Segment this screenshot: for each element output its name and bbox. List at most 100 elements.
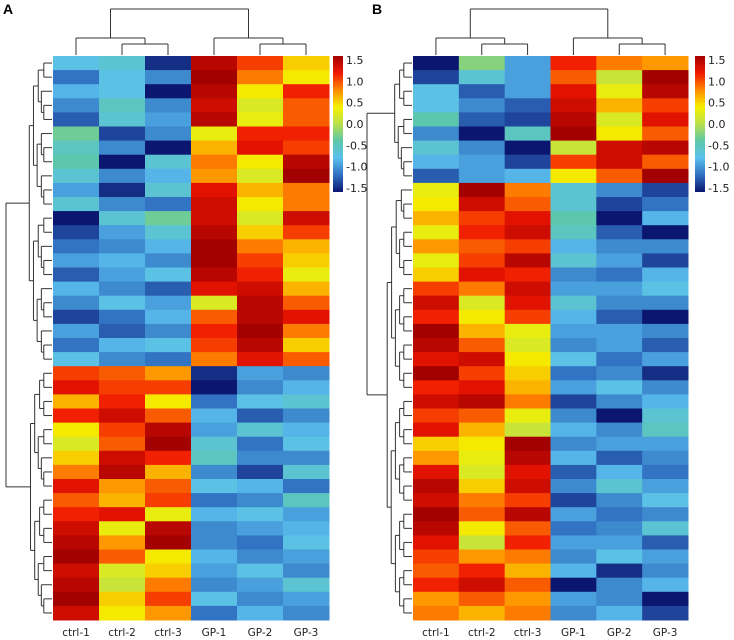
heatmap-cell	[53, 225, 100, 240]
heatmap-cell	[237, 84, 284, 99]
heatmap-cell	[283, 309, 330, 325]
heatmap-cell	[283, 549, 330, 565]
heatmap-cell	[283, 211, 330, 226]
heatmap-cell	[413, 267, 460, 283]
heatmap-cell	[596, 464, 643, 480]
heatmap-cell	[596, 56, 643, 71]
heatmap-cell	[99, 464, 146, 480]
heatmap-cell	[237, 380, 284, 395]
heatmap-cell	[550, 591, 597, 607]
heatmap-cell	[413, 535, 460, 550]
heatmap-cell	[504, 352, 551, 367]
heatmap-cell	[99, 605, 146, 621]
heatmap-cell	[145, 295, 192, 311]
heatmap-cell	[53, 436, 100, 452]
heatmap-cell	[504, 267, 551, 283]
heatmap-cell	[458, 479, 506, 494]
heatmap-cell	[237, 126, 284, 142]
heatmap-cell	[99, 408, 146, 424]
heatmap-cell	[413, 521, 460, 536]
heatmap-cell	[53, 211, 100, 226]
heatmap-cell	[53, 408, 100, 424]
heatmap-cell	[504, 126, 551, 142]
heatmap-cell	[642, 507, 689, 522]
heatmap-cell	[191, 394, 238, 409]
heatmap-cell	[596, 126, 643, 142]
heatmap-cell	[283, 507, 330, 522]
heatmap-cell	[550, 323, 597, 339]
heatmap-cell	[283, 521, 330, 536]
heatmap-cell	[145, 507, 192, 522]
heatmap-cell	[191, 563, 238, 579]
heatmap-cell	[458, 98, 506, 113]
heatmap-cell	[191, 56, 238, 71]
heatmap-cell	[550, 98, 597, 113]
heatmap-cell	[458, 140, 506, 156]
heatmap-cell	[53, 140, 100, 156]
heatmap-cell	[283, 225, 330, 240]
heatmap-cell	[504, 197, 551, 212]
heatmap-cell	[145, 535, 192, 550]
heatmap-cell	[145, 154, 192, 170]
heatmap-cell	[99, 154, 146, 170]
heatmap-cell	[145, 98, 192, 113]
heatmap-cell	[145, 436, 192, 452]
heatmap-cell	[53, 549, 100, 565]
heatmap-cell	[53, 182, 100, 198]
heatmap-cell	[596, 507, 643, 522]
heatmap-cell	[237, 267, 284, 283]
heatmap-cell	[413, 70, 460, 85]
heatmap-cell	[413, 281, 460, 297]
heatmap-cell	[53, 197, 100, 212]
heatmap-cell	[642, 168, 689, 184]
heatmap-cell	[413, 436, 460, 452]
heatmap-cell	[550, 338, 597, 353]
heatmap-cell	[596, 154, 643, 170]
heatmap-cell	[413, 253, 460, 268]
heatmap-cell	[458, 436, 506, 452]
heatmap-cell	[191, 366, 238, 381]
heatmap-cell	[504, 239, 551, 254]
heatmap-cell	[237, 408, 284, 424]
heatmap-cell	[596, 225, 643, 240]
heatmap-cell	[283, 408, 330, 424]
heatmap-cell	[504, 56, 551, 71]
heatmap-cell	[191, 450, 238, 466]
heatmap-cell	[145, 225, 192, 240]
heatmap-cell	[99, 535, 146, 550]
heatmap-cell	[642, 521, 689, 536]
heatmap-cell	[283, 479, 330, 494]
colorbar-tick-label: 0.0	[346, 118, 364, 131]
heatmap-cell	[596, 84, 643, 99]
colorbar-tick-label: -1.5	[346, 182, 367, 195]
colorbar-tick-label: -1.0	[346, 161, 367, 174]
heatmap-cell	[53, 521, 100, 536]
heatmap-cell	[413, 98, 460, 113]
heatmap-cell	[458, 295, 506, 311]
heatmap-cell	[458, 408, 506, 424]
heatmap-cell	[596, 549, 643, 565]
heatmap-cell	[413, 394, 460, 409]
heatmap-cell	[237, 323, 284, 339]
heatmap-cell	[283, 380, 330, 395]
heatmap-cell	[458, 380, 506, 395]
heatmap-cell	[642, 98, 689, 113]
heatmap-cell	[237, 112, 284, 127]
heatmap-cell	[191, 577, 238, 593]
heatmap-cell	[145, 182, 192, 198]
heatmap-cell	[458, 352, 506, 367]
heatmap-cell	[504, 112, 551, 127]
heatmap-cell	[237, 521, 284, 536]
heatmap-cell	[550, 56, 597, 71]
heatmap-cell	[550, 309, 597, 325]
heatmap-cell	[145, 422, 192, 438]
heatmap-cell	[550, 549, 597, 565]
column-label: GP-1	[202, 627, 227, 639]
heatmap-cell	[642, 182, 689, 198]
heatmap-cell	[145, 197, 192, 212]
heatmap-cell	[191, 352, 238, 367]
heatmap-cell	[53, 507, 100, 522]
heatmap-cell	[191, 408, 238, 424]
heatmap-cell	[99, 450, 146, 466]
heatmap-cell	[145, 352, 192, 367]
